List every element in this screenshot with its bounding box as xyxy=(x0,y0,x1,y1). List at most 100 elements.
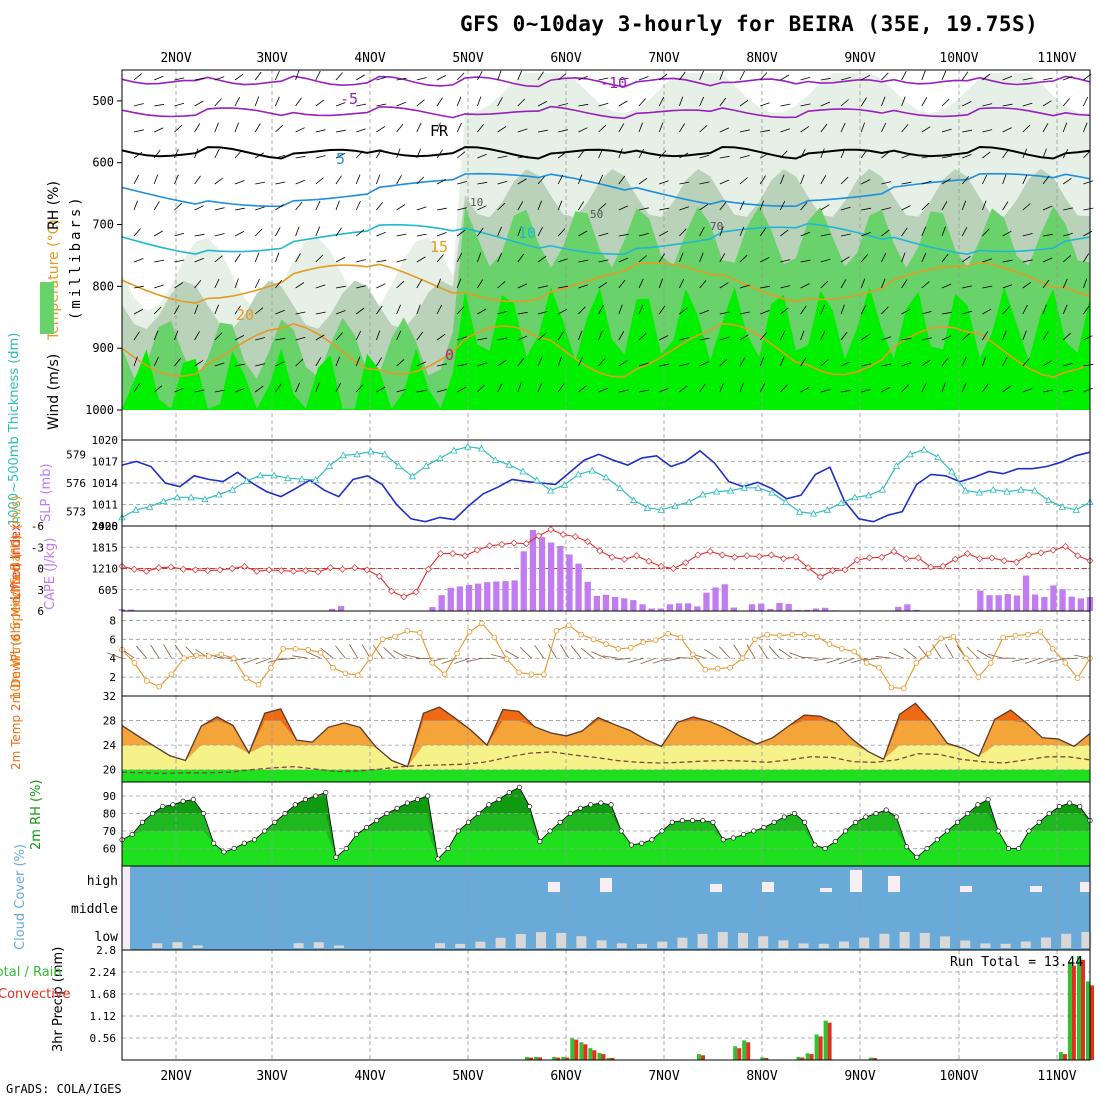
wind-barb xyxy=(921,281,930,289)
isotherm-label: FR xyxy=(430,122,449,140)
wind-barb xyxy=(982,200,987,211)
wind-barb xyxy=(840,122,846,133)
wind-barb xyxy=(658,305,666,315)
wind-barb xyxy=(436,149,443,159)
thickness-marker xyxy=(256,471,264,479)
wind-barb xyxy=(517,382,522,393)
wind-barb xyxy=(578,149,585,159)
wind-barb xyxy=(477,227,484,237)
rh-tick-label: 80 xyxy=(103,808,116,821)
wind-barb xyxy=(658,253,665,263)
wind-barb xyxy=(1042,205,1053,211)
wind-marker xyxy=(255,681,262,688)
wind-barb xyxy=(457,181,467,185)
isotherm-15 xyxy=(121,261,1091,304)
rh-marker xyxy=(1056,803,1062,809)
wind-barb xyxy=(820,123,828,133)
wind-barb-10m xyxy=(851,657,867,664)
wind-barb xyxy=(860,122,865,133)
wind-barb xyxy=(457,363,468,367)
cloud-low-bar xyxy=(1061,933,1072,948)
wind-barb-10m xyxy=(591,651,607,659)
wind-barb xyxy=(739,382,744,393)
lifted-marker xyxy=(130,565,138,573)
wind-barb xyxy=(558,308,568,315)
wind-barb xyxy=(315,254,324,263)
wind-barb xyxy=(275,280,283,289)
thickness-marker xyxy=(353,450,361,458)
lifted-marker xyxy=(890,548,898,555)
cape-bar xyxy=(1032,594,1039,611)
thickness-marker xyxy=(726,486,735,494)
wind-barb xyxy=(396,204,406,211)
date-label-bottom: 3NOV xyxy=(256,1069,287,1084)
wind-barb xyxy=(275,181,286,185)
thickness-marker xyxy=(533,476,541,483)
wind-barb xyxy=(860,97,867,107)
rh-marker xyxy=(649,837,655,843)
wind-barb xyxy=(1063,362,1073,367)
rh-marker xyxy=(435,856,441,862)
wind-barb xyxy=(214,304,219,315)
slp-ylabel-right: SLP (mb) xyxy=(39,463,54,522)
wind-barb xyxy=(1062,255,1071,263)
wind-barb xyxy=(1002,230,1012,237)
wind-barb-10m xyxy=(454,657,470,664)
wind-barb xyxy=(517,283,528,289)
precip-total-bar xyxy=(823,1020,828,1060)
cape-bar xyxy=(630,600,637,611)
precip-convective-bar xyxy=(601,1054,606,1060)
date-label-top: 4NOV xyxy=(354,51,385,66)
lifted-marker xyxy=(951,555,959,563)
wind-barb xyxy=(376,305,383,315)
wind-barb xyxy=(901,384,909,393)
lifted-tick-label: 3 xyxy=(37,584,44,597)
thickness-marker xyxy=(989,485,997,493)
rh-marker xyxy=(802,819,808,825)
wind-marker xyxy=(702,666,709,673)
wind-barb xyxy=(719,70,724,81)
wind-barb xyxy=(295,311,306,315)
rh-marker xyxy=(1036,819,1042,825)
cape-bar xyxy=(1004,594,1011,611)
wind-barb xyxy=(557,383,565,393)
wind-barb xyxy=(679,152,689,159)
wind-barb xyxy=(800,283,810,289)
wind-barb xyxy=(214,98,222,107)
rh-marker xyxy=(333,854,339,860)
wind-barb xyxy=(598,387,609,393)
thickness-marker xyxy=(477,444,486,452)
wind-barb xyxy=(315,334,325,341)
wind-barb xyxy=(840,304,845,315)
precip-convective-bar xyxy=(574,1039,579,1060)
cape-bar xyxy=(904,604,911,611)
wind-barb xyxy=(214,255,223,263)
cloud-low-bar xyxy=(960,940,971,948)
cloud-edge xyxy=(122,866,130,950)
wind-barb xyxy=(517,311,528,315)
wind-barb xyxy=(255,206,265,211)
cape-bar xyxy=(776,602,783,611)
thickness-marker xyxy=(367,447,375,455)
wind-barb xyxy=(517,226,522,237)
rh-marker xyxy=(465,819,471,825)
rh-marker xyxy=(873,810,879,816)
wind-barb-10m xyxy=(279,657,296,661)
cloud-low-bar xyxy=(657,941,668,948)
cape-tick-label: 2420 xyxy=(92,520,119,533)
date-label-bottom: 4NOV xyxy=(354,1069,385,1084)
wind-barb xyxy=(1022,148,1028,159)
wind-marker xyxy=(317,649,324,656)
wind-barb xyxy=(537,382,543,393)
thickness-marker xyxy=(878,485,887,493)
cape-bar xyxy=(721,584,728,611)
wind-barb xyxy=(295,179,305,185)
wind-barb xyxy=(558,129,568,133)
cloud-low-bar xyxy=(839,941,849,948)
cape-bar xyxy=(621,598,628,611)
date-label-bottom: 6NOV xyxy=(550,1069,581,1084)
wind-marker xyxy=(144,678,150,684)
wind-marker xyxy=(764,631,771,638)
wind-barb-10m xyxy=(839,657,855,665)
wind-barb xyxy=(537,71,544,81)
